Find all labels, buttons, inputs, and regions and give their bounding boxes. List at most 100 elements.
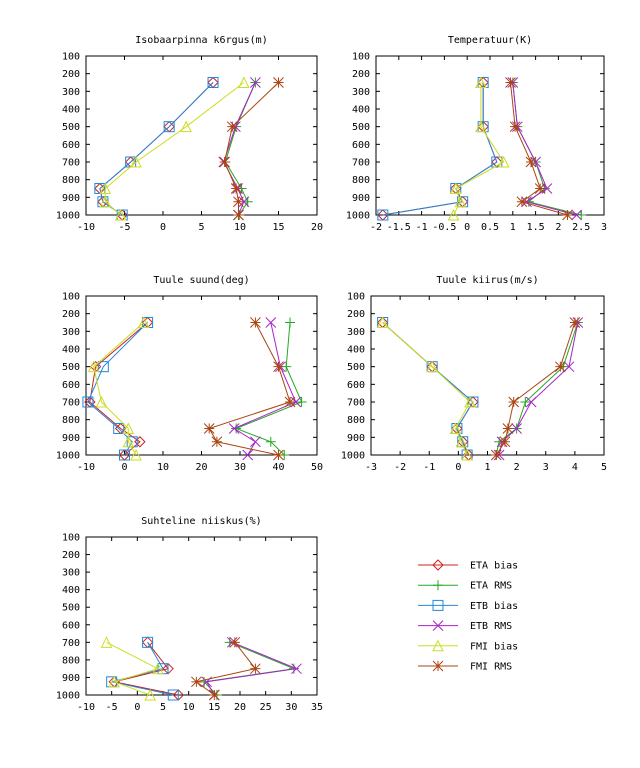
series-line-fmi-bias [453,82,505,216]
series-line-eta-bias [114,641,179,696]
chart-panel-2: Temperatuur(K) 100 200 300 400 500 600 700 800 90… [346,35,607,233]
x-tick-label: 25 [260,702,272,713]
x-tick-label: 30 [285,702,297,713]
chart-title: Tuule kiirus(m/s) [436,275,538,286]
data-point-fmi-bias [137,316,150,328]
legend-item-fmi-rms: FMI RMS [418,660,512,673]
y-tick-label: 500 [62,122,80,133]
data-point-fmi-rms [525,156,537,168]
y-tick-label: 300 [62,327,80,338]
plot-frame [85,295,318,456]
chart-panel-1: Isobaarpinna k6rgus(m)100200300400500600… [56,35,323,233]
y-tick-label: 400 [62,345,80,356]
series-fmi-rms [490,317,581,461]
series-line-eta-rms [234,322,303,456]
y-tick-label: 100 [347,292,365,303]
data-point-fmi-bias [122,422,135,434]
x-tick-label: 20 [195,462,207,473]
y-tick-label: 800 [347,415,365,426]
data-point-etb-bias [167,689,179,701]
y-tick-label: 1000 [341,451,365,462]
series-fmi-rms [191,636,261,701]
y-tick-label: 100 [352,52,370,63]
series-fmi-bias [87,316,150,461]
plot-frame [370,295,605,456]
data-point-fmi-bias [475,76,487,88]
data-point-fmi-rms [230,183,242,194]
x-tick-label: 3 [543,462,549,473]
data-point-fmi-rms [211,436,223,448]
x-tick-label: 1 [484,462,490,473]
series-line-etb-bias [99,82,214,216]
data-point-fmi-rms [516,196,528,208]
series-line-etb-bias [87,322,148,456]
series-line-fmi-rms [195,641,257,696]
legend-item-fmi-bias: FMI bias [418,639,518,652]
data-point-etb-bias [163,121,175,133]
y-tick-label: 1000 [56,691,80,702]
y-tick-label: 1000 [56,451,80,462]
y-tick-label: 600 [62,620,80,631]
series-fmi-bias [99,76,250,221]
legend-label: FMI RMS [470,662,512,673]
data-point-fmi-bias [455,435,468,448]
data-point-fmi-bias [376,316,389,328]
series-eta-bias [84,316,154,461]
x-tick-label: 2 [514,462,520,473]
data-point-etb-rms [228,423,240,434]
data-point-fmi-bias [497,155,510,168]
y-tick-label: 900 [352,193,370,204]
y-tick-label: 200 [62,309,80,320]
series-etb-bias [377,317,479,461]
y-tick-label: 1000 [346,211,370,222]
series-eta-rms [507,77,587,220]
legend-marker [433,580,443,591]
y-tick-label: 900 [62,433,80,444]
data-point-fmi-bias [130,155,142,168]
series-etb-rms [228,317,302,461]
data-point-fmi-bias [99,195,112,208]
data-point-eta-rms [520,397,531,407]
data-point-eta-rms [296,397,307,407]
x-tick-label: 35 [311,702,323,713]
series-line-etb-bias [382,322,474,456]
y-tick-label: 700 [347,398,365,409]
y-tick-label: 800 [352,175,370,186]
legend-item-eta-bias: ETA bias [418,559,518,572]
data-point-etb-bias [207,77,219,88]
data-point-fmi-rms [273,77,284,88]
data-point-fmi-bias [108,675,121,688]
y-tick-label: 200 [62,69,80,80]
legend-label: ETA RMS [470,581,512,592]
data-point-fmi-rms [284,396,296,408]
data-point-fmi-bias [99,182,112,194]
data-point-fmi-bias [464,395,476,408]
series-fmi-bias [447,76,510,221]
series-line-eta-rms [512,82,582,216]
y-tick-label: 600 [347,380,365,391]
y-tick-label: 600 [352,140,370,151]
series-eta-rms [231,317,307,460]
data-point-fmi-rms [191,676,202,688]
chart-title: Temperatuur(K) [448,35,532,46]
series-etb-bias [106,636,179,701]
x-tick-label: -2 [394,462,406,473]
y-tick-label: 600 [62,140,80,151]
data-point-fmi-bias [152,662,164,675]
data-point-fmi-rms [502,423,514,434]
data-point-fmi-bias [238,76,250,88]
data-point-fmi-bias [130,448,142,461]
y-tick-label: 600 [62,380,80,391]
data-point-fmi-rms [208,689,220,701]
data-point-fmi-bias [475,120,487,133]
y-tick-label: 100 [62,533,80,544]
y-tick-label: 200 [62,550,80,561]
x-tick-label: -5 [118,222,130,233]
legend-marker [432,559,444,571]
series-line-eta-bias [99,82,214,216]
y-tick-label: 700 [62,638,80,649]
x-tick-label: -1.5 [387,222,411,233]
data-point-fmi-bias [454,195,467,208]
data-point-fmi-bias [144,688,156,701]
chart-title: Suhteline niiskus(%) [141,516,261,527]
